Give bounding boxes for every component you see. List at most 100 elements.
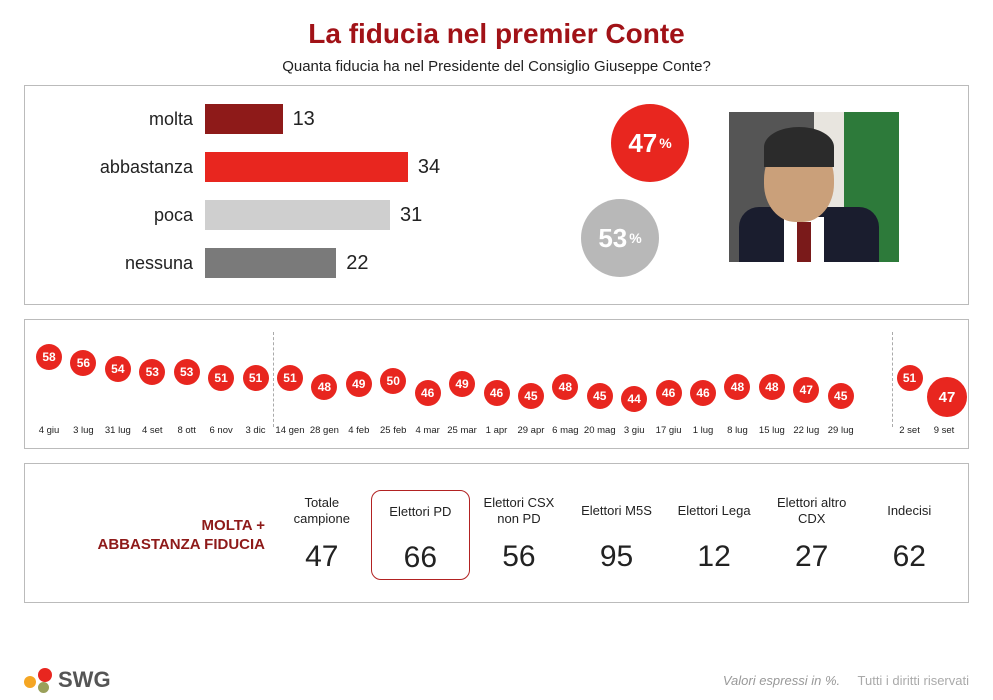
bubble-suffix: % xyxy=(659,135,671,151)
voter-value: 62 xyxy=(893,540,926,574)
voters-label-2: ABBASTANZA FIDUCIA xyxy=(98,536,265,553)
summary-bubbles: 47%53% xyxy=(581,104,711,294)
trend-dot: 58 xyxy=(36,344,62,370)
trend-label: 3 lug xyxy=(65,426,101,436)
voter-value: 66 xyxy=(404,541,437,575)
voter-col: Totale campione47 xyxy=(273,490,371,580)
trend-dot: 45 xyxy=(828,383,854,409)
trend-dot: 51 xyxy=(897,365,923,391)
voter-value: 27 xyxy=(795,540,828,574)
voters-label-1: MOLTA + xyxy=(202,517,265,534)
trend-label: 4 giu xyxy=(31,426,67,436)
voter-head: Elettori PD xyxy=(389,495,451,529)
voter-head: Elettori altro CDX xyxy=(765,494,859,528)
bar-value: 31 xyxy=(400,204,422,227)
trend-label: 3 giu xyxy=(616,426,652,436)
trend-dot: 44 xyxy=(621,386,647,412)
logo-dot xyxy=(38,682,49,693)
trend-label: 6 nov xyxy=(203,426,239,436)
trend-label: 1 apr xyxy=(479,426,515,436)
footer-note: Valori espressi in %. xyxy=(723,673,840,688)
trend-dot: 46 xyxy=(484,380,510,406)
trend-dot: 51 xyxy=(208,365,234,391)
trend-label: 31 lug xyxy=(100,426,136,436)
voter-col: Elettori Lega 12 xyxy=(665,490,763,580)
voter-value: 12 xyxy=(697,540,730,574)
trend-label: 25 feb xyxy=(375,426,411,436)
bar-chart: molta13abbastanza34poca31nessuna22 xyxy=(43,104,563,278)
trend-label: 9 set xyxy=(926,426,962,436)
trend-dot: 45 xyxy=(518,383,544,409)
trend-label: 8 ott xyxy=(169,426,205,436)
logo-dot xyxy=(38,668,52,682)
voter-head: Totale campione xyxy=(275,494,369,528)
voter-col: Elettori CSX non PD56 xyxy=(470,490,568,580)
trend-label: 4 feb xyxy=(341,426,377,436)
trend-dot: 45 xyxy=(587,383,613,409)
trend-dot: 48 xyxy=(552,374,578,400)
bar xyxy=(205,200,390,230)
bar-label: abbastanza xyxy=(43,157,205,178)
voter-col: Indecisi 62 xyxy=(860,490,958,580)
trend-dot: 47 xyxy=(793,377,819,403)
trend-dot: 48 xyxy=(759,374,785,400)
trend-dot: 46 xyxy=(415,380,441,406)
bubble-value: 47 xyxy=(628,128,657,159)
trend-label: 25 mar xyxy=(444,426,480,436)
bubble-value: 53 xyxy=(598,223,627,254)
voter-head: Elettori Lega xyxy=(678,494,751,528)
voters-panel: MOLTA + ABBASTANZA FIDUCIA Totale campion… xyxy=(24,463,969,603)
page-title: La fiducia nel premier Conte xyxy=(24,18,969,50)
trend-dot: 51 xyxy=(277,365,303,391)
trend-divider xyxy=(273,332,274,427)
trend-label: 22 lug xyxy=(788,426,824,436)
trend-label: 2 set xyxy=(892,426,928,436)
trend-label: 4 mar xyxy=(410,426,446,436)
trend-label: 8 lug xyxy=(719,426,755,436)
trend-dot: 48 xyxy=(724,374,750,400)
footer-rights: Tutti i diritti riservati xyxy=(858,673,969,688)
bar xyxy=(205,248,336,278)
trend-dot: 50 xyxy=(380,368,406,394)
trend-dot: 47 xyxy=(927,377,967,417)
trend-dot: 54 xyxy=(105,356,131,382)
bar-value: 34 xyxy=(418,156,440,179)
trend-panel: 584 giu563 lug5431 lug534 set538 ott516 … xyxy=(24,319,969,449)
trend-dot: 48 xyxy=(311,374,337,400)
summary-bubble-positive: 47% xyxy=(611,104,689,182)
bubble-suffix: % xyxy=(629,230,641,246)
bar-label: nessuna xyxy=(43,253,205,274)
footer: SWG Valori espressi in %. Tutti i diritt… xyxy=(24,666,969,694)
voter-head: Elettori M5S xyxy=(581,494,652,528)
trend-divider xyxy=(892,332,893,427)
voter-col: Elettori PD 66 xyxy=(371,490,471,580)
trend-label: 29 apr xyxy=(513,426,549,436)
bar-row: poca 31 xyxy=(43,200,563,230)
voters-row-label: MOLTA + ABBASTANZA FIDUCIA xyxy=(35,516,273,555)
page-subtitle: Quanta fiducia ha nel Presidente del Con… xyxy=(24,58,969,75)
bar-value: 22 xyxy=(346,252,368,275)
voter-value: 95 xyxy=(600,540,633,574)
trend-dot: 46 xyxy=(690,380,716,406)
voter-value: 56 xyxy=(502,540,535,574)
trend-label: 4 set xyxy=(134,426,170,436)
trend-dot: 56 xyxy=(70,350,96,376)
voter-col: Elettori M5S 95 xyxy=(568,490,666,580)
logo-dot xyxy=(24,676,36,688)
bar-label: molta xyxy=(43,109,205,130)
voter-col: Elettori altro CDX 27 xyxy=(763,490,861,580)
voter-head: Indecisi xyxy=(887,494,931,528)
bar-label: poca xyxy=(43,205,205,226)
trend-dot: 46 xyxy=(656,380,682,406)
trend-dot: 49 xyxy=(449,371,475,397)
summary-bubble-negative: 53% xyxy=(581,199,659,277)
trend-label: 20 mag xyxy=(582,426,618,436)
trend-dot: 49 xyxy=(346,371,372,397)
trend-dot: 53 xyxy=(174,359,200,385)
portrait-photo xyxy=(729,112,899,262)
trend-dot: 51 xyxy=(243,365,269,391)
bar xyxy=(205,152,408,182)
trend-label: 17 giu xyxy=(651,426,687,436)
trend-label: 6 mag xyxy=(547,426,583,436)
trend-label: 14 gen xyxy=(272,426,308,436)
